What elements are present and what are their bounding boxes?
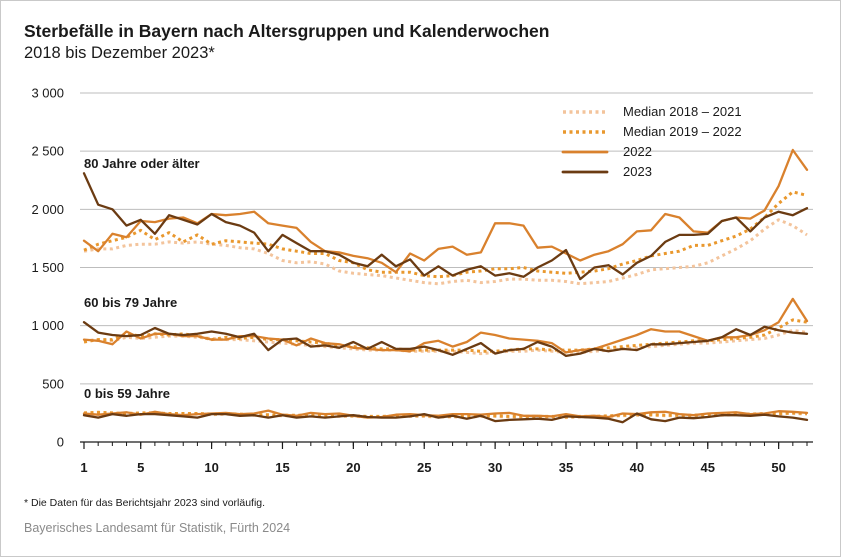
x-tick-label: 25: [417, 460, 431, 475]
legend-label: 2023: [623, 164, 652, 179]
x-tick-label: 45: [701, 460, 715, 475]
source-note: Bayerisches Landesamt für Statistik, Für…: [24, 521, 291, 535]
legend-label: Median 2018 – 2021: [623, 104, 742, 119]
y-tick-label: 500: [42, 376, 64, 391]
x-tick-label: 5: [137, 460, 144, 475]
series-lines: [82, 148, 809, 424]
series-line-group-2-2023: [82, 321, 809, 358]
y-axis-ticks: 0 500 1 000 1 500 2 000 2 500 3 000: [31, 86, 64, 450]
legend: Median 2018 – 2021 Median 2019 – 2022 2022…: [561, 104, 742, 179]
series-line-group-3-2022: [82, 409, 809, 419]
y-tick-label: 2 500: [31, 144, 64, 159]
group-label: 60 bis 79 Jahre: [84, 295, 177, 310]
x-tick-label: 1: [80, 460, 87, 475]
x-tick-label: 10: [204, 460, 218, 475]
series-line-group-2-2022: [82, 297, 809, 354]
chart-subtitle: 2018 bis Dezember 2023*: [24, 44, 215, 62]
group-labels: 80 Jahre oder älter 60 bis 79 Jahre 0 bis …: [84, 156, 200, 401]
x-tick-label: 40: [630, 460, 644, 475]
y-tick-label: 1 000: [31, 318, 64, 333]
series-line-group-1-median-2018-2021: [83, 218, 808, 286]
x-tick-label: 50: [771, 460, 785, 475]
gridlines: [80, 92, 813, 385]
y-tick-label: 0: [57, 435, 64, 450]
y-tick-label: 3 000: [31, 86, 64, 101]
group-label: 80 Jahre oder älter: [84, 156, 200, 171]
series-line-group-3-2023: [82, 412, 809, 424]
x-tick-label: 30: [488, 460, 502, 475]
group-label: 0 bis 59 Jahre: [84, 386, 170, 401]
y-tick-label: 2 000: [31, 202, 64, 217]
x-axis: 1 5 10 15 20 25 30 35 40 45 50: [80, 441, 813, 475]
x-tick-label: 35: [559, 460, 573, 475]
x-tick-label: 20: [346, 460, 360, 475]
footnote: * Die Daten für das Berichtsjahr 2023 si…: [24, 497, 266, 509]
series-line-group-1-2023: [82, 172, 809, 281]
x-tick-label: 15: [275, 460, 289, 475]
chart-title: Sterbefälle in Bayern nach Altersgruppen…: [24, 21, 550, 41]
y-tick-label: 1 500: [31, 260, 64, 275]
legend-label: 2022: [623, 144, 652, 159]
legend-label: Median 2019 – 2022: [623, 124, 742, 139]
